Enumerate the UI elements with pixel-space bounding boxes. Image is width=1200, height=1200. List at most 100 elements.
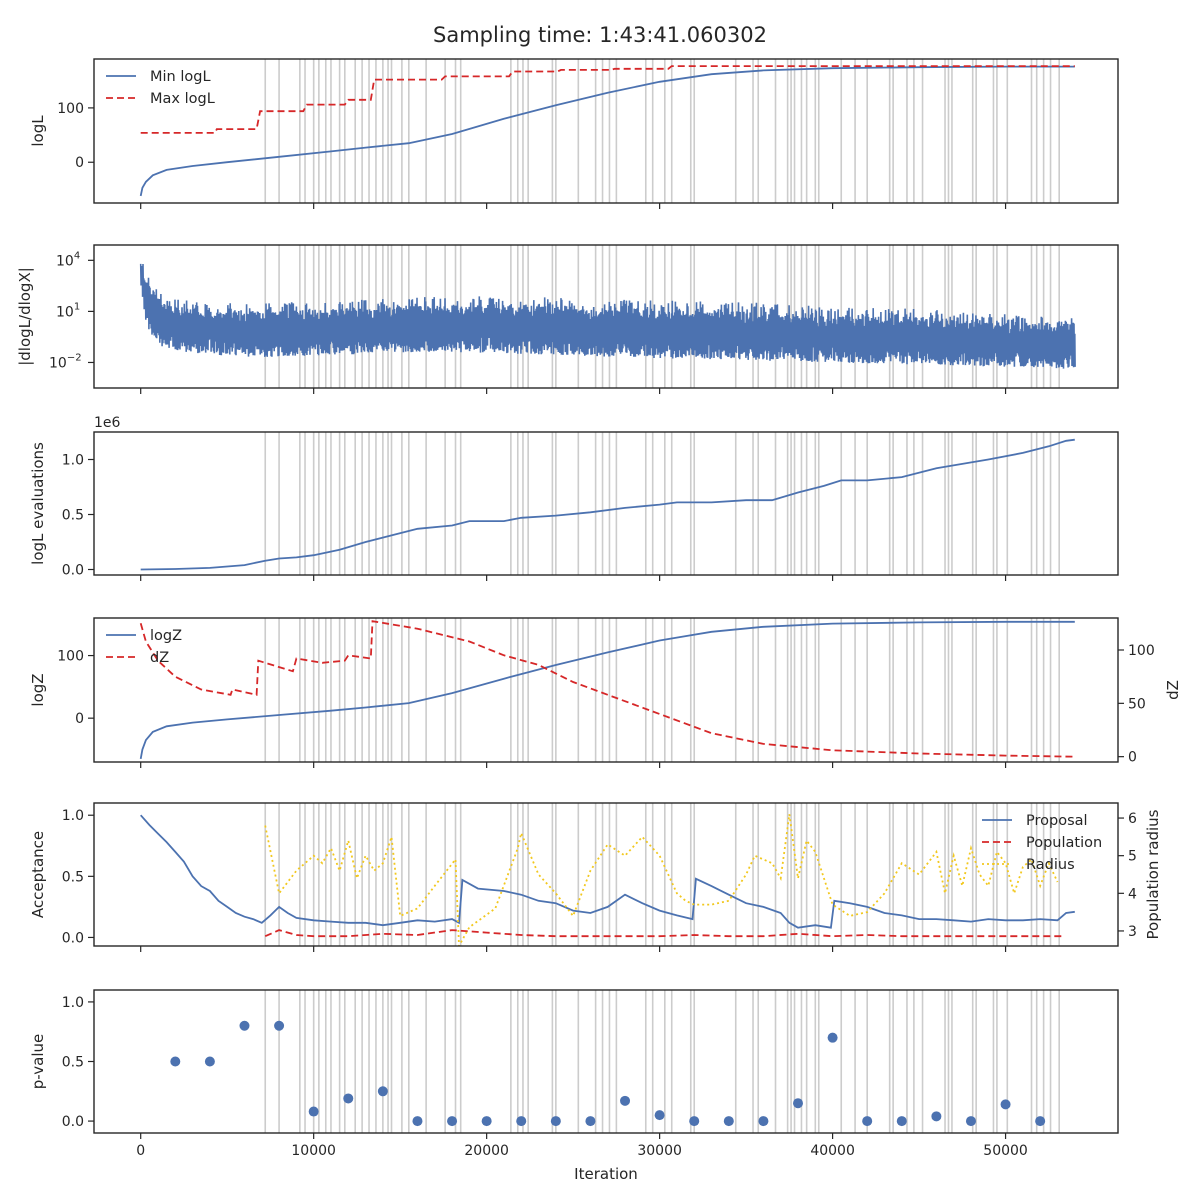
x-tick-label: 20000 xyxy=(464,1143,509,1159)
y-axis-label: |dlogL/dlogX| xyxy=(16,267,34,366)
legend: Proposal Population Radius xyxy=(982,813,1102,873)
y-tick-exponent: −2 xyxy=(67,352,82,363)
y-tick-label: 1.0 xyxy=(62,808,84,824)
y2-tick-label: 0 xyxy=(1128,750,1137,766)
legend-label: Radius xyxy=(1026,857,1075,873)
panel-4: 0 100 0 50 100 logZ dZ logZ dZ xyxy=(29,617,1182,768)
y-axis-label: logZ xyxy=(29,673,47,706)
series-line-1 xyxy=(140,814,1075,929)
y-tick-label: 1.0 xyxy=(62,453,84,469)
y-tick-label: 0.0 xyxy=(62,930,84,946)
data-point xyxy=(1000,1099,1011,1110)
y-tick-label: 1.0 xyxy=(62,995,84,1011)
y-tick-label: 10−2 xyxy=(49,352,82,371)
figure-title: Sampling time: 1:43:41.060302 xyxy=(433,23,767,47)
panel-plot-area xyxy=(140,803,1075,946)
y-tick-label: 0 xyxy=(75,155,84,171)
y-tick-base: 10 xyxy=(56,304,74,320)
legend-label: Population xyxy=(1026,835,1102,851)
data-point xyxy=(447,1116,458,1127)
panel-1: 0 100 logL Min logL Max logL xyxy=(29,58,1119,209)
x-tick-label: 50000 xyxy=(983,1143,1028,1159)
data-point xyxy=(654,1110,665,1121)
data-point xyxy=(585,1116,596,1127)
y-axis-label: logL xyxy=(29,115,47,147)
y-tick-label: 0.0 xyxy=(62,1114,84,1130)
x-tick-label: 0 xyxy=(136,1143,145,1159)
panel-plot-area xyxy=(140,432,1075,575)
data-point xyxy=(343,1093,354,1104)
data-point xyxy=(412,1116,423,1127)
y-tick-base: 10 xyxy=(56,253,74,269)
y-tick-label: 0.5 xyxy=(62,869,84,885)
series-line-1 xyxy=(139,65,1075,197)
y2-axis-label: Population radius xyxy=(1144,809,1162,939)
panel-3: 0.0 0.5 1.0 logL evaluations 1e6 xyxy=(29,415,1119,581)
panel-frame xyxy=(93,617,1119,763)
y2-tick-label: 100 xyxy=(1128,643,1155,659)
data-point xyxy=(827,1032,838,1043)
series-line-2 xyxy=(264,929,1063,938)
panel-plot-area xyxy=(170,990,1060,1133)
data-point xyxy=(274,1020,285,1031)
panel-plot-area xyxy=(139,245,1076,388)
data-point xyxy=(862,1116,873,1127)
data-point xyxy=(965,1116,976,1127)
y2-tick-label: 3 xyxy=(1128,924,1137,940)
panel-plot-area xyxy=(139,618,1075,762)
data-point xyxy=(1035,1116,1046,1127)
panel-plot-area xyxy=(139,59,1075,203)
data-point xyxy=(239,1020,250,1031)
data-point xyxy=(204,1056,215,1067)
y-tick-base: 10 xyxy=(49,355,67,371)
y2-tick-label: 5 xyxy=(1128,849,1137,865)
legend: Min logL Max logL xyxy=(106,69,215,107)
y-tick-label: 0.5 xyxy=(62,508,84,524)
y-tick-label: 101 xyxy=(56,301,80,320)
y2-tick-label: 6 xyxy=(1128,811,1137,827)
data-point xyxy=(516,1116,527,1127)
x-tick-label: 10000 xyxy=(291,1143,336,1159)
x-tick-label: 30000 xyxy=(637,1143,682,1159)
panel-frame xyxy=(93,58,1119,204)
data-point xyxy=(550,1116,561,1127)
legend-label: Max logL xyxy=(150,91,215,107)
data-point xyxy=(377,1086,388,1097)
data-point xyxy=(758,1116,769,1127)
y-tick-label: 104 xyxy=(56,250,80,269)
data-point xyxy=(689,1116,700,1127)
panel-5: 0.0 0.5 1.0 3 4 5 6 Acceptance Population radius… xyxy=(29,802,1162,952)
data-point xyxy=(481,1116,492,1127)
series-line-2 xyxy=(140,65,1075,134)
series-line-1 xyxy=(140,438,1075,571)
y-tick-label: 0.5 xyxy=(62,1055,84,1071)
legend-label: Min logL xyxy=(150,69,211,85)
series-line-1 xyxy=(139,263,1076,369)
data-point xyxy=(723,1116,734,1127)
y-tick-exponent: 4 xyxy=(74,250,80,261)
y-tick-label: 0.0 xyxy=(62,563,84,579)
y2-tick-label: 4 xyxy=(1128,886,1137,902)
legend: logZ dZ xyxy=(106,628,182,666)
y-axis-label: Acceptance xyxy=(29,831,47,918)
panel-frame xyxy=(93,989,1119,1134)
data-point xyxy=(620,1095,631,1106)
data-point xyxy=(170,1056,181,1067)
y-tick-exponent: 1 xyxy=(74,301,80,312)
x-tick-label: 40000 xyxy=(810,1143,855,1159)
y-axis-label: p-value xyxy=(29,1034,47,1090)
data-point xyxy=(793,1098,803,1109)
series-line-3 xyxy=(264,814,1059,946)
y2-axis-label: dZ xyxy=(1164,680,1182,700)
y-axis-label: logL evaluations xyxy=(29,442,47,565)
data-point xyxy=(931,1111,942,1122)
panel-frame xyxy=(93,802,1119,947)
legend-label: logZ xyxy=(150,628,182,644)
y-tick-label: 100 xyxy=(57,101,84,117)
series-line-2 xyxy=(139,620,1075,758)
series-line-1 xyxy=(139,620,1075,760)
panel-frame xyxy=(93,431,1119,576)
